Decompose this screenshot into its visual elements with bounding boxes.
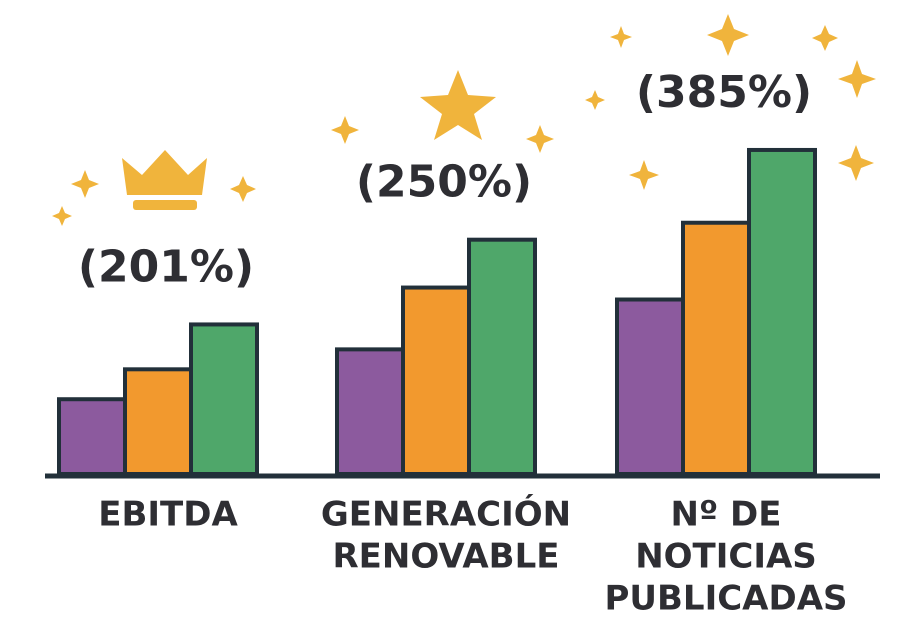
bar [191,324,257,474]
category-label: Nº DE [671,495,782,535]
bar [125,369,191,474]
category-label: EBITDA [98,495,238,535]
bar [337,349,403,474]
annotation: (250%) [356,157,532,208]
bar [469,240,535,474]
bar [749,150,815,474]
crown-base [133,200,197,210]
bar [403,288,469,474]
category-label: RENOVABLE [333,537,560,577]
bar [617,300,683,474]
category-label: NOTICIAS [635,537,817,577]
bar [683,223,749,474]
bar [59,399,125,474]
star [420,70,496,140]
crown [122,150,207,195]
chart: (201%) EBITDA (250%) GENERACIÓNRENOVABLE (38… [0,0,897,635]
category-label: GENERACIÓN [321,494,571,535]
category-label: PUBLICADAS [604,579,847,619]
annotation: (201%) [78,241,254,292]
annotation: (385%) [636,67,812,118]
